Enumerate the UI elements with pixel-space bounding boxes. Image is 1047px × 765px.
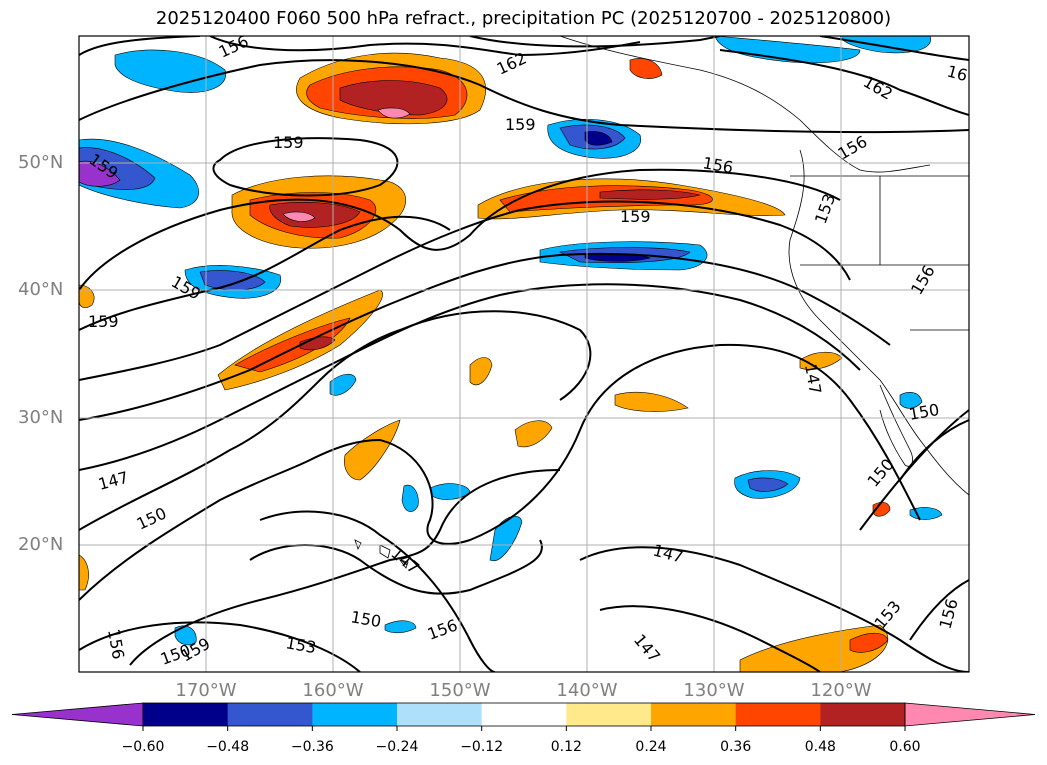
refractivity-contours <box>79 36 969 672</box>
colorbar-tick-label: −0.36 <box>290 739 334 755</box>
colorbar-tick-label: −0.60 <box>121 739 165 755</box>
contour-line <box>212 137 399 197</box>
precip-blob-negative <box>401 484 419 512</box>
precip-fields <box>79 36 943 672</box>
precip-blob-negative <box>714 36 861 64</box>
precip-blob-positive <box>849 632 889 653</box>
precip-blob-positive <box>514 420 553 448</box>
precip-blob-negative <box>747 477 789 492</box>
lat-label: 40°N <box>18 279 64 300</box>
coastlines <box>354 36 969 569</box>
contour-line <box>79 310 592 531</box>
precip-blob-positive <box>799 351 843 370</box>
contour-line <box>599 605 821 672</box>
precip-blob-negative <box>899 392 923 409</box>
colorbar-tick-label: 0.24 <box>635 739 667 755</box>
contour-line <box>79 36 201 56</box>
precip-blob-positive <box>339 80 448 116</box>
precip-blob-positive <box>282 211 316 222</box>
contour-line <box>259 510 496 672</box>
colorbar-tick-label: −0.12 <box>460 739 504 755</box>
precip-blob-positive <box>79 554 89 591</box>
coastline-north-america <box>788 149 969 496</box>
contour-label: 159 <box>620 207 651 226</box>
map-title: 2025120400 F060 500 hPa refract., precip… <box>155 8 892 29</box>
colorbar-segment <box>143 703 229 726</box>
colorbar-segment <box>735 703 821 726</box>
lon-label: 120°W <box>810 680 872 701</box>
precip-blob-positive <box>234 317 351 373</box>
contour-label: 159 <box>88 312 119 331</box>
contour-line <box>909 579 969 641</box>
precip-blob-negative <box>839 36 931 54</box>
lat-label: 30°N <box>18 407 64 428</box>
lon-label: 150°W <box>429 680 491 701</box>
contour-line <box>899 419 969 481</box>
precip-blob-positive <box>79 284 95 309</box>
lat-label: 20°N <box>18 534 64 555</box>
lat-label: 50°N <box>18 152 64 173</box>
colorbar-segment <box>397 703 483 726</box>
precip-blob-positive <box>614 392 689 412</box>
contour-line <box>819 36 969 61</box>
colorbar-extend-low <box>11 702 144 727</box>
lon-label: 130°W <box>683 680 745 701</box>
precip-blob-negative <box>329 373 357 396</box>
colorbar-segment <box>566 703 652 726</box>
precip-blob-negative <box>79 160 121 187</box>
colorbar-extend-high <box>904 702 1036 727</box>
lon-label: 160°W <box>302 680 364 701</box>
colorbar-tick-label: 0.36 <box>720 739 752 755</box>
coastline-baja <box>879 384 913 467</box>
precip-blob-positive <box>599 189 701 200</box>
colorbar-segment <box>481 703 567 726</box>
contour-line <box>79 283 861 471</box>
contour-line <box>79 200 851 381</box>
contour-line <box>79 343 921 601</box>
contour-line <box>129 469 561 666</box>
contour-label: 159 <box>273 133 304 152</box>
precip-blob-positive <box>377 107 411 119</box>
contour-label: 16 <box>945 62 970 86</box>
colorbar <box>11 702 1036 731</box>
contour-line <box>579 546 969 672</box>
colorbar-tick-label: 0.48 <box>804 739 836 755</box>
state-borders <box>800 176 969 331</box>
colorbar-outline <box>142 702 906 727</box>
colorbar-tick-label: −0.48 <box>206 739 250 755</box>
colorbar-segment <box>312 703 398 726</box>
precip-blob-positive <box>344 419 401 481</box>
contour-line <box>79 215 451 331</box>
precip-blob-positive <box>739 624 889 672</box>
plot-border <box>78 35 970 673</box>
contour-label: 159 <box>505 115 536 134</box>
contour-line <box>79 59 969 134</box>
gridlines <box>79 36 969 672</box>
precip-blob-negative <box>384 620 417 634</box>
contour-line <box>469 36 721 48</box>
precip-blob-negative <box>584 131 613 146</box>
contour-line <box>719 49 969 116</box>
colorbar-segment <box>820 703 906 726</box>
colorbar-tick-label: 0.60 <box>889 739 921 755</box>
coastline-alaska <box>559 36 931 173</box>
contour-line <box>79 168 841 291</box>
colorbar-tick-label: 0.12 <box>550 739 582 755</box>
precip-blob-negative <box>114 49 227 93</box>
colorbar-segment <box>227 703 313 726</box>
precip-blob-positive <box>269 202 361 228</box>
colorbar-tick-label: −0.24 <box>375 739 419 755</box>
colorbar-segment <box>651 703 737 726</box>
lon-label: 170°W <box>175 680 237 701</box>
precip-blob-positive <box>469 357 493 386</box>
contour-line <box>209 36 641 57</box>
lon-label: 140°W <box>556 680 618 701</box>
contour-line <box>79 621 361 672</box>
